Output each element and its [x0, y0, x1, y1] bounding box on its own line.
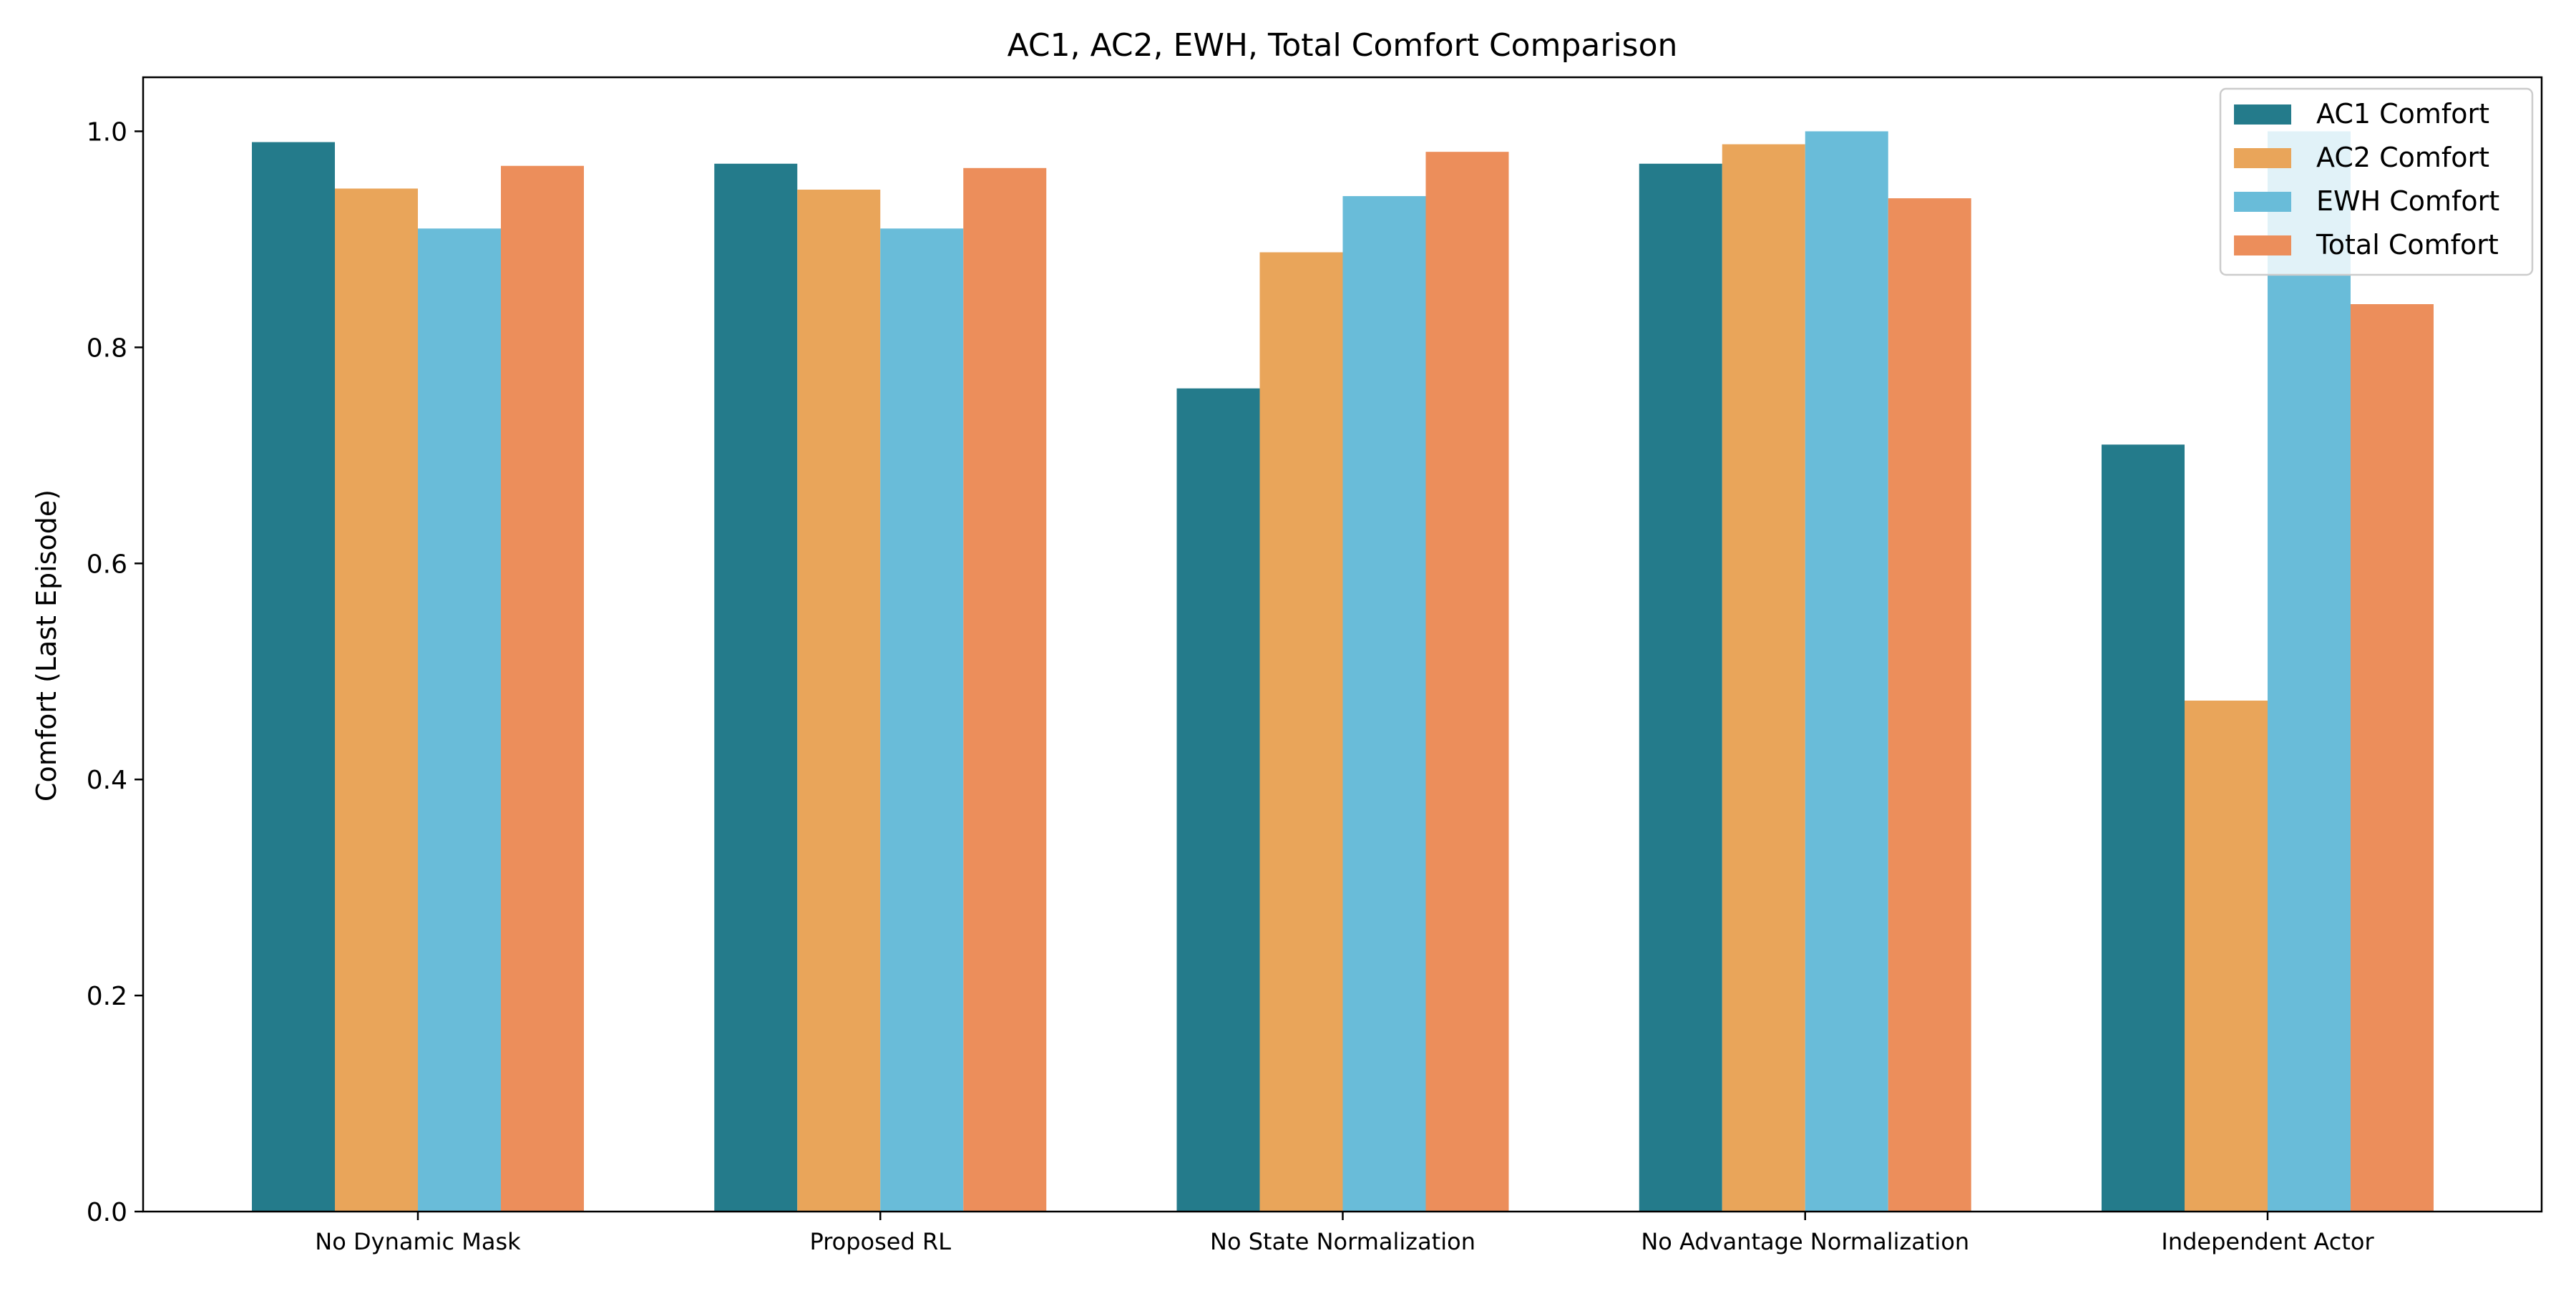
legend-swatch-total-comfort: [2234, 235, 2291, 255]
legend-swatch-ac2-comfort: [2234, 148, 2291, 168]
y-tick-label: 0.2: [87, 982, 127, 1011]
bar-ewh-comfort-no-advantage-normalization: [1805, 131, 1888, 1212]
y-tick-label: 1.0: [87, 117, 127, 147]
bar-ac2-comfort-independent-actor: [2185, 701, 2268, 1212]
y-tick-label: 0.8: [87, 333, 127, 363]
bar-ewh-comfort-proposed-rl: [880, 228, 964, 1212]
y-tick-label: 0.4: [87, 766, 127, 795]
y-tick-label: 0.0: [87, 1198, 127, 1227]
bar-ewh-comfort-no-state-normalization: [1342, 196, 1426, 1212]
y-axis-label: Comfort (Last Episode): [31, 489, 62, 802]
bar-ewh-comfort-no-dynamic-mask: [418, 228, 501, 1212]
legend: AC1 Comfort AC2 Comfort EWH Comfort Total C…: [2219, 87, 2534, 276]
bar-total-comfort-no-dynamic-mask: [501, 165, 584, 1212]
bar-ac2-comfort-no-advantage-normalization: [1722, 144, 1805, 1212]
legend-swatch-ac1-comfort: [2234, 104, 2291, 125]
legend-frame: [2219, 87, 2534, 276]
bar-ac2-comfort-proposed-rl: [797, 189, 881, 1212]
legend-swatch-ewh-comfort: [2234, 192, 2291, 212]
bar-total-comfort-proposed-rl: [963, 167, 1047, 1212]
x-axis: No Dynamic Mask Proposed RL No State Norma…: [315, 1212, 2374, 1255]
x-tick-label: No Dynamic Mask: [315, 1228, 521, 1255]
bar-total-comfort-no-state-normalization: [1425, 152, 1509, 1212]
plot-area-frame: [142, 76, 2543, 1213]
bar-ac1-comfort-independent-actor: [2102, 444, 2185, 1212]
bars-layer: [252, 131, 2434, 1212]
x-tick-label: Independent Actor: [2161, 1228, 2374, 1255]
x-tick-label: Proposed RL: [809, 1228, 951, 1255]
bar-total-comfort-no-advantage-normalization: [1888, 198, 1971, 1212]
x-tick-label: No State Normalization: [1210, 1228, 1475, 1255]
bar-ac1-comfort-proposed-rl: [714, 163, 798, 1212]
bar-ac1-comfort-no-dynamic-mask: [252, 142, 335, 1212]
bar-ac2-comfort-no-dynamic-mask: [335, 188, 418, 1212]
legend-label-total-comfort: Total Comfort: [2316, 229, 2499, 260]
legend-label-ac1-comfort: AC1 Comfort: [2316, 98, 2489, 130]
bar-ac1-comfort-no-advantage-normalization: [1639, 163, 1722, 1212]
y-tick-label: 0.6: [87, 550, 127, 579]
x-tick-label: No Advantage Normalization: [1641, 1228, 1969, 1255]
y-axis: 0.0 0.2 0.4 0.6 0.8 1.0: [87, 117, 143, 1227]
bar-ac2-comfort-no-state-normalization: [1259, 252, 1343, 1212]
bar-ewh-comfort-independent-actor: [2268, 131, 2351, 1212]
legend-label-ewh-comfort: EWH Comfort: [2316, 185, 2499, 217]
chart-title: AC1, AC2, EWH, Total Comfort Comparison: [1008, 27, 1678, 64]
bar-total-comfort-independent-actor: [2351, 304, 2434, 1212]
legend-label-ac2-comfort: AC2 Comfort: [2316, 142, 2489, 173]
bar-ac1-comfort-no-state-normalization: [1176, 388, 1260, 1212]
